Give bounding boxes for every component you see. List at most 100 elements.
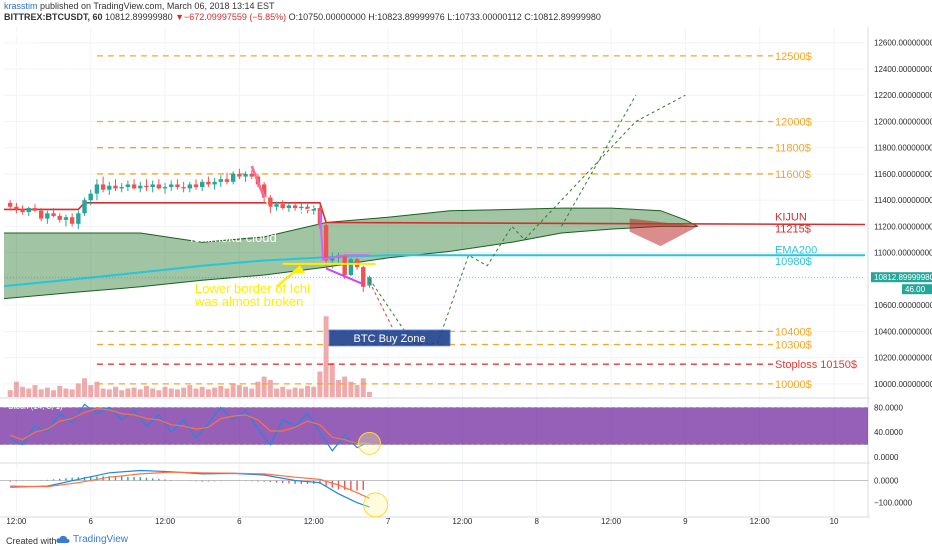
time-tick-label: 7 <box>386 517 391 526</box>
stoch-band <box>0 407 868 445</box>
candle-body <box>237 173 242 177</box>
cloud-annotation: Ichimoku cloud <box>190 230 277 245</box>
projection-path <box>561 94 637 227</box>
candle-body <box>330 257 335 261</box>
volume-bar <box>348 381 354 397</box>
candle-body <box>138 185 143 189</box>
level-label: 11600$ <box>775 169 811 181</box>
volume-bar <box>193 388 199 397</box>
time-tick-label: 12:00 <box>750 517 771 526</box>
candle-body <box>57 215 62 220</box>
tradingview-brand: TradingView <box>73 534 129 545</box>
candle-body <box>311 208 316 211</box>
tradingview-logo[interactable]: TradingView <box>56 534 128 545</box>
candle-body <box>268 197 273 207</box>
volume-bar <box>236 385 242 397</box>
volume-bar <box>329 363 335 397</box>
cloud-upper-line <box>4 207 699 243</box>
volume-bar <box>112 386 118 397</box>
volume-bar <box>125 388 131 397</box>
time-tick-label: 8 <box>534 517 539 526</box>
volume-bar <box>360 378 366 397</box>
candle-body <box>323 225 329 261</box>
volume-bar <box>205 389 211 397</box>
volume-bar <box>286 389 292 397</box>
ema-label: EMA200 <box>775 244 817 256</box>
macd-tick-label: −100.0000 <box>874 499 913 508</box>
candle-body <box>113 185 118 189</box>
indicator-legend: EMA (200, close) <box>8 61 69 70</box>
last-price: 10812.89999980 <box>105 12 173 22</box>
volume-bar <box>7 390 13 397</box>
volume-bar <box>20 386 26 397</box>
last-price-label: 10812.89999980 <box>874 273 932 282</box>
volume-bar <box>354 385 360 397</box>
high-value: H:10823.89999976 <box>368 12 445 22</box>
candle-body <box>175 184 180 188</box>
symbol-label: BITTREX:BTCUSDT, 60 <box>4 12 103 22</box>
volume-bar <box>280 386 286 397</box>
price-tick-label: 11800.00000000 <box>874 144 932 153</box>
time-tick-label: 9 <box>683 517 688 526</box>
last-price-tag <box>871 272 932 283</box>
candle-body <box>299 206 304 209</box>
level-label: 10000$ <box>775 379 812 391</box>
volume-bar <box>305 385 311 397</box>
volume-bar <box>243 386 249 397</box>
open-value: O:10750.00000000 <box>288 12 366 22</box>
macd-line <box>10 469 370 508</box>
volume-bar <box>26 388 32 397</box>
candle-body <box>63 217 69 220</box>
drawn-purple-box <box>318 210 370 261</box>
volume-bar <box>267 380 273 397</box>
volume-bar <box>230 383 236 397</box>
candle-body <box>162 187 168 189</box>
ema-200-line <box>3 254 865 288</box>
macd-signal-line <box>10 471 370 499</box>
price-change: ▼−672.09997559 (−5.85%) <box>175 12 287 22</box>
candle-body <box>100 184 106 190</box>
stoch-label: Stoch (14, 3, 1) <box>8 402 63 411</box>
stoch-tick-label: 80.0000 <box>874 403 903 412</box>
volume-bar <box>51 390 57 397</box>
drawn-drop-arrow <box>250 165 266 199</box>
candle-body <box>76 213 81 224</box>
candle-body <box>348 259 354 275</box>
close-value: C:10812.89999980 <box>524 12 601 22</box>
chart-header: krasstim published on TradingView.com, M… <box>0 0 932 24</box>
time-tick-label: 10 <box>830 517 839 526</box>
candle-body <box>187 184 193 189</box>
buy-zone-label: BTC Buy Zone <box>354 333 426 345</box>
volume-bar <box>32 385 38 397</box>
candle-body <box>361 267 366 287</box>
candle-body <box>125 184 131 188</box>
time-tick-label: 12:00 <box>304 517 325 526</box>
macd-tick-label: 0.0000 <box>874 477 899 486</box>
yellow-arrowhead <box>290 265 306 274</box>
stoch-tick-label: 40.0000 <box>874 428 903 437</box>
candle-body <box>107 185 112 190</box>
time-tick-label: 12:00 <box>155 517 176 526</box>
volume-bar <box>57 385 63 397</box>
time-tick-label: 12:00 <box>6 517 27 526</box>
volume-bar <box>335 380 341 397</box>
volume-bar <box>218 385 224 397</box>
footer: Created with TradingView <box>0 531 932 550</box>
candle-body <box>169 184 174 188</box>
candle-body <box>45 213 50 219</box>
time-tick-label: 6 <box>88 517 93 526</box>
level-label: Stoploss 10150$ <box>775 359 857 371</box>
indicator-legend: Vol (20) <box>8 41 36 50</box>
candle-body <box>26 208 31 212</box>
volume-bar <box>38 389 44 397</box>
ema-value: 10980$ <box>775 256 812 268</box>
volume-bar <box>311 386 317 397</box>
candle-body <box>69 217 75 224</box>
price-tick-label: 10400.00000000 <box>874 327 932 336</box>
volume-bar <box>212 387 218 397</box>
price-chart[interactable]: 12500$ 12000$ 11800$ 11600$ 10400$ 10300$ 1000… <box>0 0 932 531</box>
price-tick-label: 11200.00000000 <box>874 222 932 231</box>
author-link[interactable]: krasstim <box>4 1 38 11</box>
candle-body <box>144 185 149 188</box>
candle-body <box>305 206 310 211</box>
